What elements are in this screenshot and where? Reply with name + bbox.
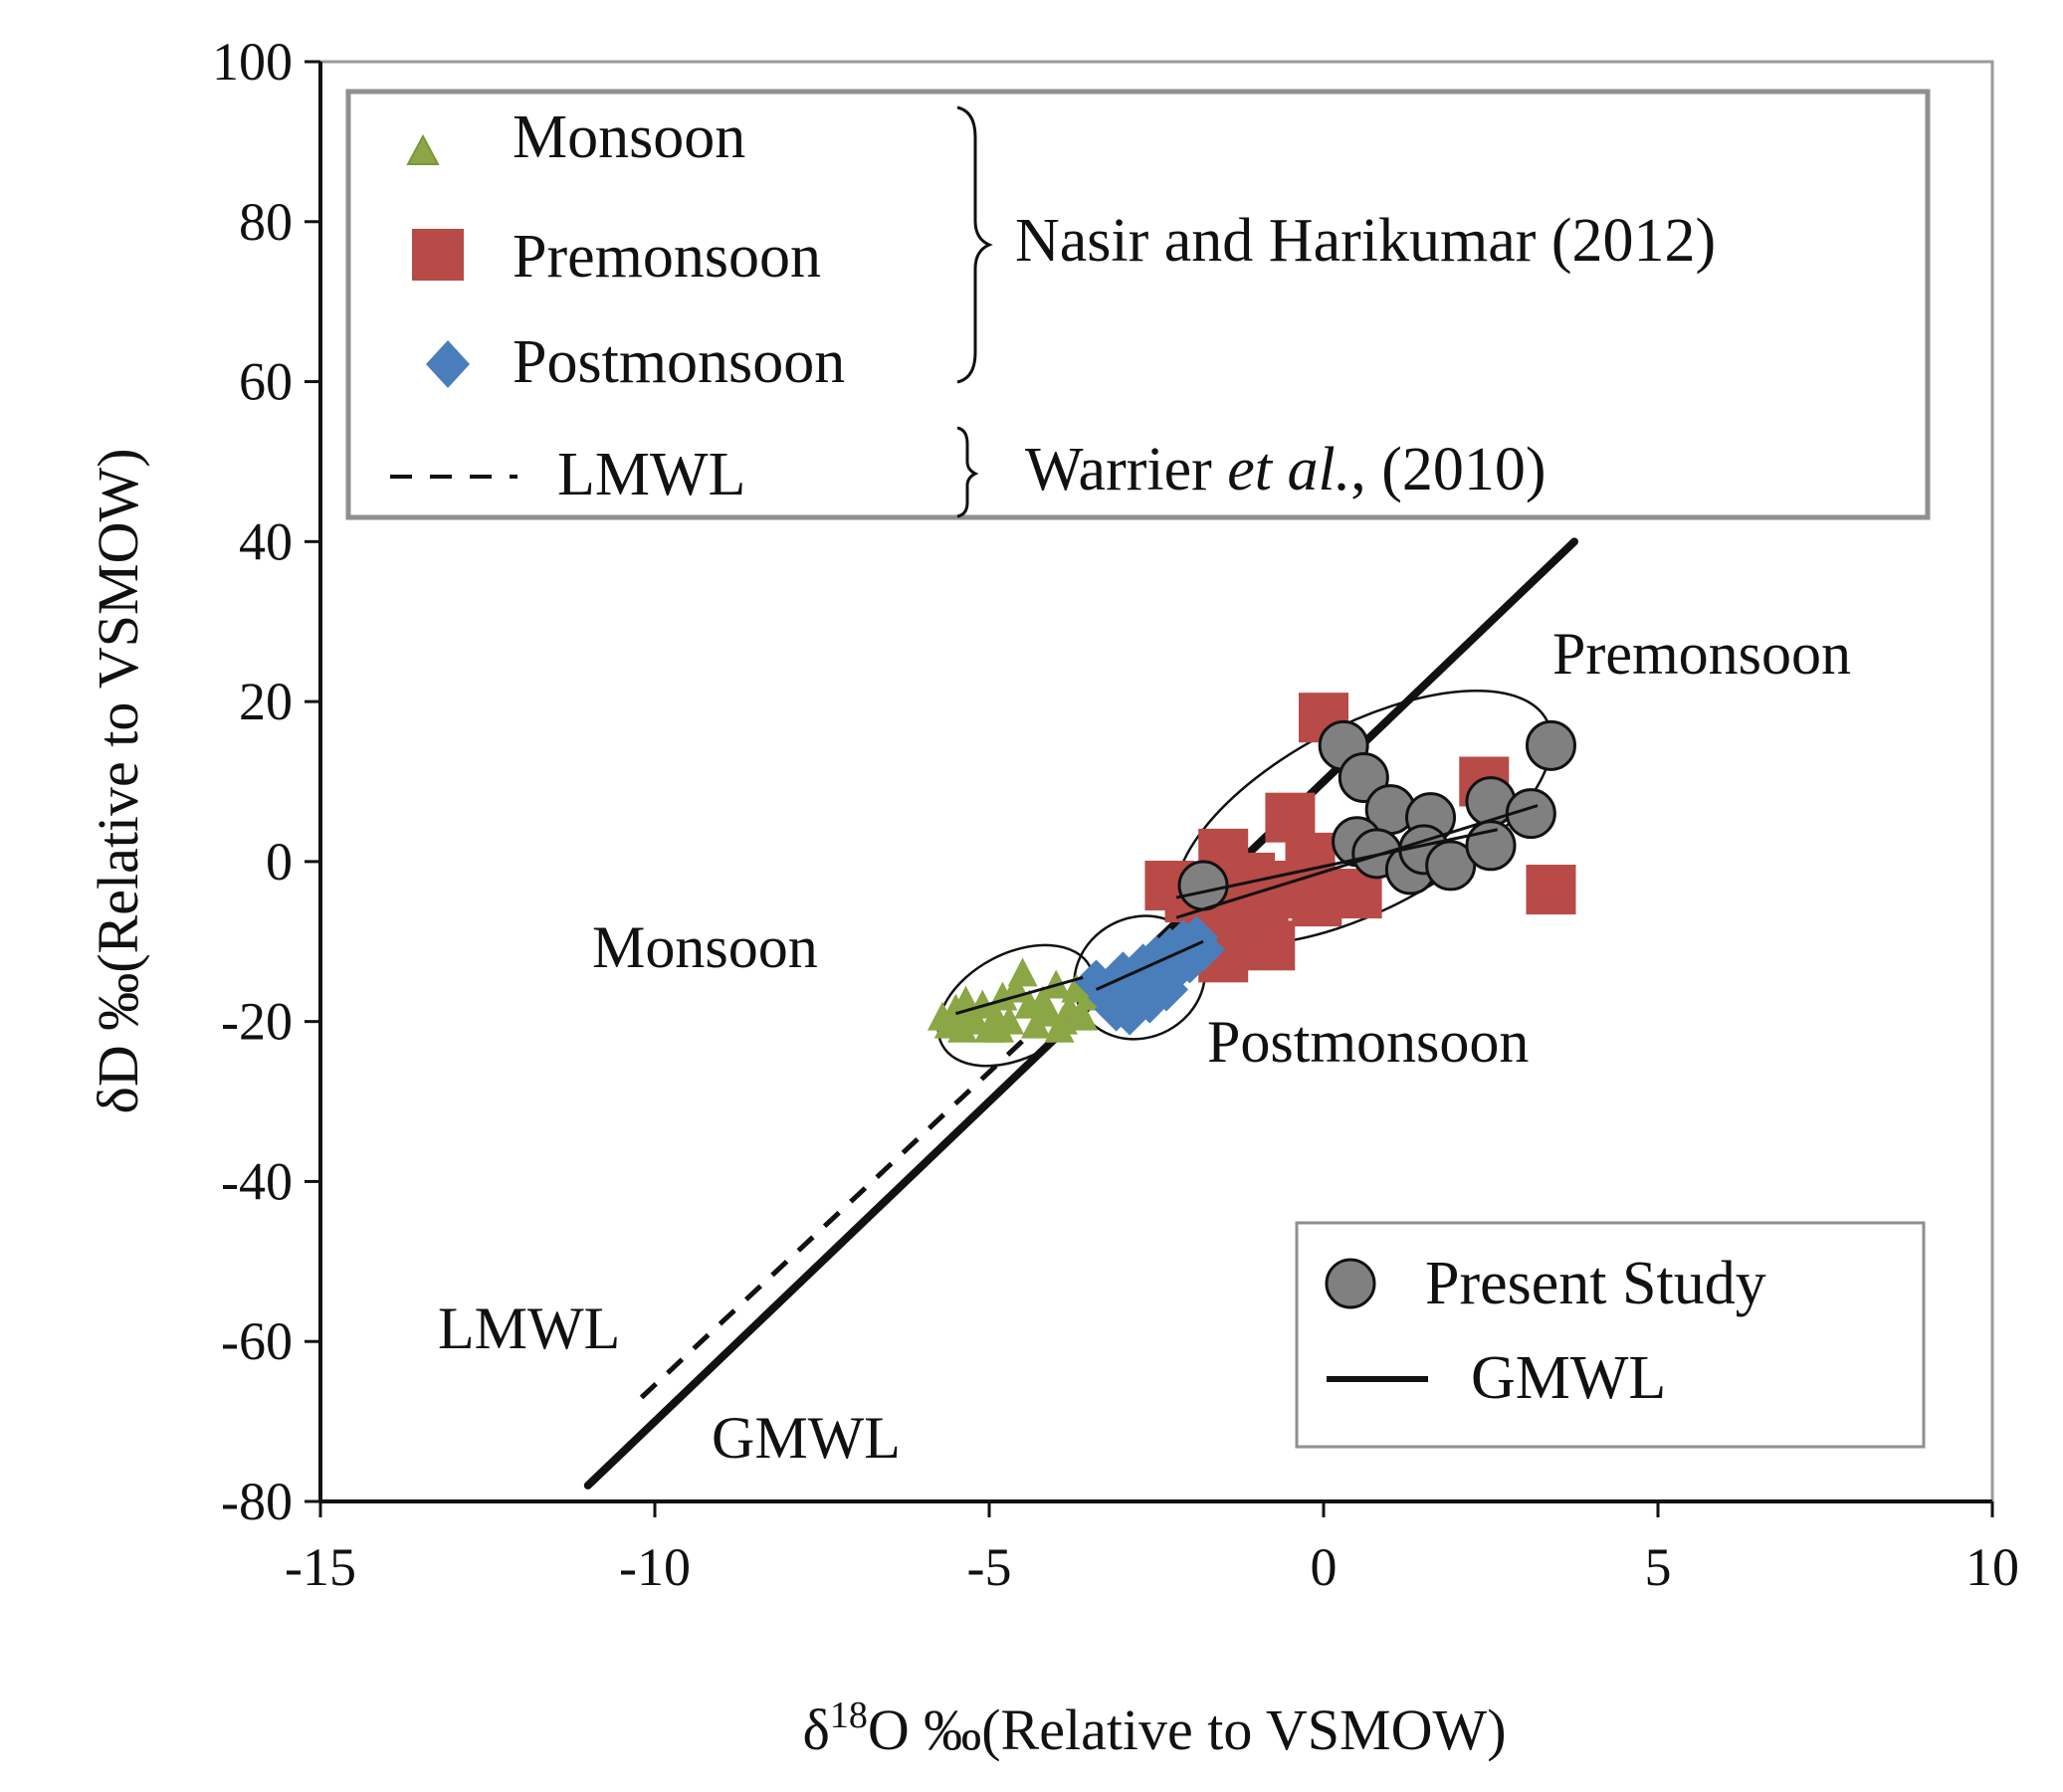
fit-lines [954,804,1539,1016]
legend-premonsoon-label: Premonsoon [513,223,821,291]
present-study-point [1425,840,1477,892]
x-tick-label: 5 [1645,1537,1672,1597]
legend-premonsoon-marker [412,229,464,281]
warrier-etal: et al. [1227,436,1350,503]
legend-source-nasir: Nasir and Harikumar (2012) [1015,207,1716,275]
x-axis-title-superscript: 18 [830,1694,868,1736]
monsoon-point [1044,1013,1075,1043]
legend-bottom: Present Study GMWL [1295,1221,1926,1449]
y-tick-label: 60 [239,352,293,412]
legend-top-frame [345,89,1931,520]
y-tick-label: 0 [266,832,293,892]
annotation-premonsoon: Premonsoon [1552,621,1851,687]
y-tick-label: 40 [239,511,293,571]
legend-bottom-frame [1295,1221,1926,1449]
postmonsoon-point [1181,927,1226,972]
lmwl-line [639,1007,1058,1400]
x-axis-title-prefix: δ [802,1697,829,1762]
y-tick-label: -60 [221,1311,293,1371]
x-axis-title: δ18O ‰(Relative to VSMOW) [802,1694,1506,1762]
legend-top: Monsoon Premonsoon Postmonsoon LMWL Nasi… [345,89,1931,520]
postmonsoon-point [1094,987,1138,1032]
fit-line-premonsoon [1175,804,1539,919]
fit-line-postmonsoon [1095,939,1204,991]
monsoon-point [947,1013,978,1043]
monsoon-point [1007,957,1038,987]
legend-monsoon-label: Monsoon [513,103,745,171]
annotation-postmonsoon: Postmonsoon [1207,1009,1529,1075]
warrier-name: Warrier [1025,436,1227,503]
x-tick-label: 10 [1965,1537,2019,1597]
warrier-year: , (2010) [1350,436,1546,503]
premonsoon-point [1526,865,1576,915]
legend-postmonsoon-marker [426,340,470,388]
premonsoon-point [1292,877,1342,927]
y-tick-label: 20 [239,672,293,731]
legend-monsoon-marker [406,133,440,165]
brace-nasir [956,105,993,384]
premonsoon-point [1245,920,1296,971]
x-tick-label: -10 [619,1537,691,1597]
legend-lmwl-label: LMWL [557,441,745,508]
legend-present-study-marker [1325,1258,1376,1309]
legend-source-warrier: Warrier et al., (2010) [1025,436,1547,503]
y-tick-label: 80 [239,192,293,252]
present-study-point [1465,820,1517,872]
annotation-gmwl: GMWL [712,1405,901,1471]
x-axis-title-rest: O ‰(Relative to VSMOW) [868,1697,1507,1762]
present-study-point [1525,719,1576,771]
y-axis-title: δD ‰(Relative to VSMOW) [86,448,150,1113]
legend-present-study-label: Present Study [1425,1250,1766,1317]
postmonsoon-point [1144,967,1189,1012]
monsoon-point [984,1013,1015,1043]
legend-gmwl-label: GMWL [1471,1344,1666,1412]
legend-postmonsoon-label: Postmonsoon [513,328,845,396]
fit-line-premonsoon [1175,828,1499,899]
x-ticks: -15 -10 -5 0 5 10 [285,1501,2019,1597]
annotation-lmwl: LMWL [438,1295,620,1361]
x-tick-label: -15 [285,1537,356,1597]
monsoon-point [1068,1001,1099,1031]
x-tick-label: 0 [1311,1537,1338,1597]
present-study-point [1177,860,1229,911]
y-tick-label: -80 [221,1472,293,1531]
y-ticks: -80 -60 -40 -20 0 20 40 60 80 100 [212,32,320,1531]
y-tick-label: 100 [212,32,293,92]
x-tick-label: -5 [967,1537,1012,1597]
brace-warrier [956,426,979,518]
y-tick-label: -20 [221,992,293,1052]
annotation-monsoon: Monsoon [592,914,818,980]
y-tick-label: -40 [221,1151,293,1211]
fit-line-monsoon [954,976,1084,1016]
